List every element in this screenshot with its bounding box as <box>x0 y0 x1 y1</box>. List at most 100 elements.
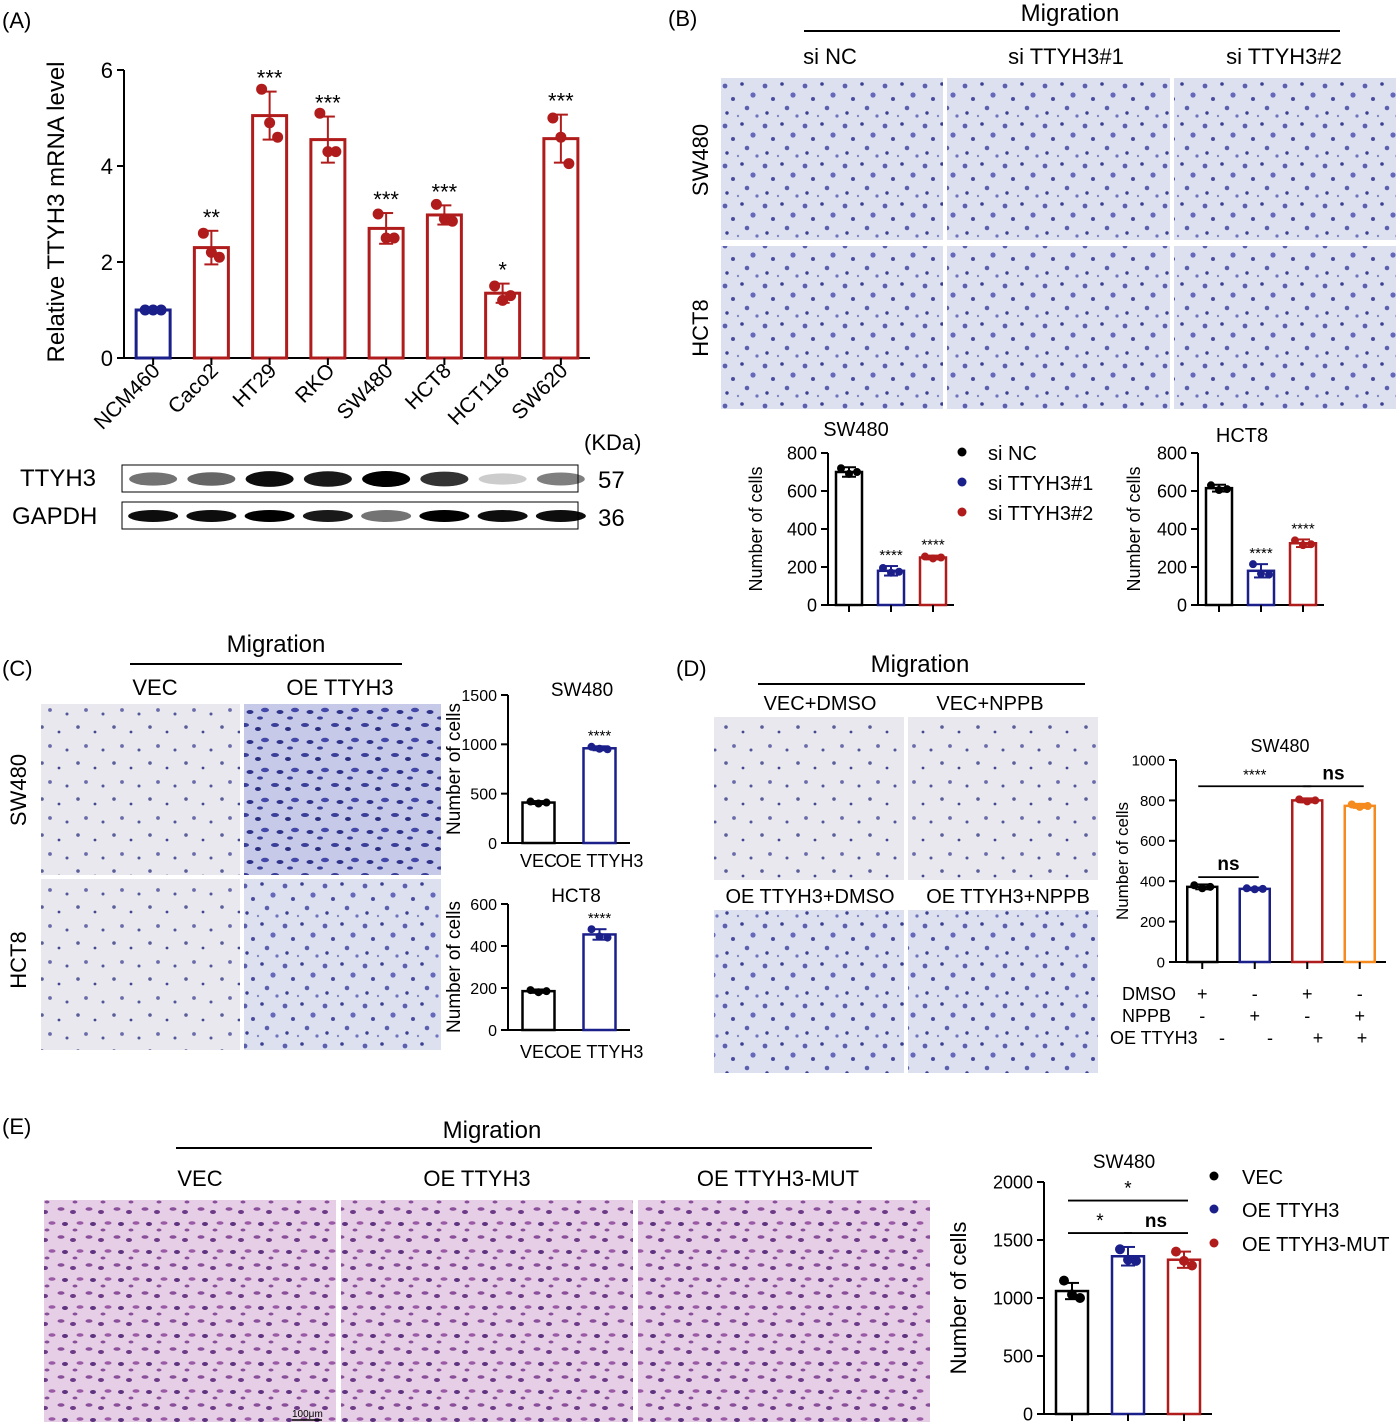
treatment-mark: - <box>1199 1006 1205 1026</box>
y-axis-label: Number of cells <box>444 703 465 835</box>
data-point <box>1187 1260 1197 1271</box>
data-point <box>330 146 342 158</box>
chart-title: SW480 <box>1093 1152 1155 1173</box>
data-point <box>542 798 551 807</box>
panel-b-row-hct8: HCT8 <box>688 299 713 356</box>
bar <box>1343 804 1376 964</box>
data-point <box>534 988 543 997</box>
micrograph-c-sw480-oe <box>244 704 441 875</box>
legend-e-dot-mut <box>1209 1238 1219 1248</box>
data-point <box>887 568 895 577</box>
bar <box>309 138 347 360</box>
data-point <box>1215 486 1223 495</box>
blot-band <box>362 471 411 487</box>
panel-b-header: Migration <box>1021 0 1120 27</box>
blot-band <box>244 510 295 522</box>
x-tick-label: OE TTYH3 <box>556 1042 644 1062</box>
blot-band <box>478 473 527 485</box>
scale-bar-label: 100μm <box>292 1409 323 1420</box>
data-point <box>1242 884 1251 893</box>
micrograph-d-vec-nppb <box>908 717 1098 880</box>
blot-band <box>419 510 470 522</box>
data-point <box>1291 536 1299 545</box>
panel-a-ylabel: Relative TTYH3 mRNA level <box>43 62 70 363</box>
chart-title: SW480 <box>551 680 613 701</box>
data-point <box>322 146 334 158</box>
y-tick-label: 0 <box>1157 954 1165 971</box>
panel-b-micrographs <box>721 78 1396 409</box>
blot-band <box>245 471 294 487</box>
data-point <box>205 246 217 258</box>
treatment-mark: + <box>1302 984 1313 1004</box>
data-point <box>1303 797 1312 806</box>
panel-d-img4-title: OE TTYH3+NPPB <box>926 886 1090 908</box>
blot-band <box>535 510 586 522</box>
y-tick-label: 1000 <box>993 1288 1033 1308</box>
data-point <box>837 464 845 473</box>
micrograph-b-sw480-sinc <box>721 78 943 240</box>
data-point <box>1190 881 1199 890</box>
significance-label: **** <box>588 910 612 927</box>
legend-dot-si1 <box>957 477 967 487</box>
panel-c-header: Migration <box>227 631 326 658</box>
panel-e-legend: VEC OE TTYH3 OE TTYH3-MUT <box>1209 1167 1389 1256</box>
data-point <box>1363 802 1372 811</box>
micrograph-b-hct8-sinc <box>721 246 943 409</box>
treatment-mark: - <box>1252 984 1258 1004</box>
data-point <box>1115 1244 1125 1255</box>
data-point <box>1223 485 1231 494</box>
legend-label-si2: si TTYH3#2 <box>988 503 1093 525</box>
panel-e-col-vec: VEC <box>177 1166 222 1191</box>
data-point <box>555 131 567 143</box>
bar <box>834 470 864 607</box>
panel-a-label: (A) <box>2 8 31 33</box>
panel-e-col-oe: OE TTYH3 <box>423 1166 530 1191</box>
data-point <box>595 932 604 941</box>
data-point <box>213 251 225 263</box>
blot-ttyh3-kda: 57 <box>598 467 625 494</box>
y-tick-label: 0 <box>488 836 497 853</box>
panel-b-col-1: si NC <box>803 44 857 69</box>
panel-c-col-oe: OE TTYH3 <box>286 675 393 700</box>
bar <box>1204 486 1234 607</box>
blot-band <box>128 510 179 522</box>
blot-band <box>129 472 178 486</box>
x-tick-label: VEC <box>520 851 557 871</box>
y-tick-label: 600 <box>470 897 497 914</box>
legend-dot-sinc <box>957 447 967 457</box>
data-point <box>388 232 400 244</box>
y-tick-label: 400 <box>1140 874 1165 891</box>
panel-d-img1-title: VEC+DMSO <box>764 693 877 715</box>
data-point <box>587 925 596 934</box>
chart-title: HCT8 <box>551 886 601 907</box>
bar <box>582 747 617 845</box>
data-point <box>314 107 326 119</box>
data-point <box>264 117 276 129</box>
x-tick-label: Caco2 <box>164 359 223 418</box>
data-point <box>595 744 604 753</box>
significance-label: **** <box>1291 520 1315 537</box>
data-point <box>1207 481 1215 490</box>
data-point <box>542 987 551 996</box>
bar <box>134 308 172 360</box>
panel-d-header: Migration <box>871 651 970 678</box>
bar <box>521 989 556 1032</box>
y-tick-label: 200 <box>470 981 497 998</box>
y-tick-label: 0 <box>1023 1404 1033 1424</box>
data-point <box>929 554 937 563</box>
bar <box>251 114 289 360</box>
blot-row-ttyh3: TTYH3 57 <box>20 464 625 494</box>
panel-c-col-vec: VEC <box>132 675 177 700</box>
blot-kda-label: (KDa) <box>584 430 641 455</box>
y-tick-label: 200 <box>787 557 817 577</box>
blot-band <box>536 472 585 486</box>
y-tick-label: 1500 <box>461 688 497 705</box>
data-point <box>895 567 903 576</box>
comparison-label: * <box>1124 1179 1132 1200</box>
data-point <box>505 290 517 302</box>
y-tick-label: 0 <box>101 346 113 371</box>
blot-band <box>187 472 236 486</box>
data-point <box>139 304 151 316</box>
data-point <box>526 986 535 995</box>
